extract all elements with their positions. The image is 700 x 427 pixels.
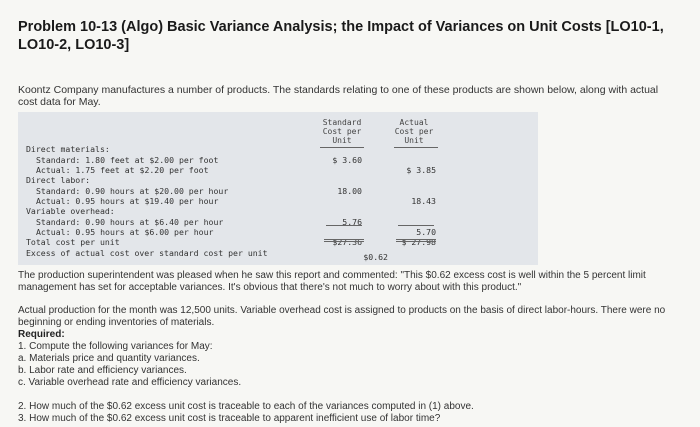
requirement-1: 1. Compute the following variances for M… (18, 341, 213, 352)
table-row-label: Actual: 1.75 feet at $2.20 per foot (36, 165, 209, 175)
standard-subtotal-line (326, 225, 362, 226)
standard-total-double-line (324, 239, 364, 240)
requirement-1b: b. Labor rate and efficiency variances. (18, 365, 187, 376)
standard-column-header: Standard Cost per Unit (322, 118, 362, 145)
standard-total-double-line-2 (324, 241, 364, 242)
table-row-label: Total cost per unit (26, 237, 120, 247)
actual-cost-value: 5.70 (416, 227, 436, 237)
standard-cost-table: Standard Cost per Unit Actual Cost per U… (18, 112, 538, 265)
required-heading: Required: (18, 329, 65, 340)
actual-cost-value: $ 3.85 (406, 165, 436, 175)
problem-title: Problem 10-13 (Algo) Basic Variance Anal… (18, 19, 664, 53)
superintendent-comment: The production superintendent was please… (18, 270, 646, 293)
actual-subtotal-line (398, 225, 434, 226)
actual-cost-value: $ 27.98 (401, 237, 436, 247)
table-row-label: Standard: 0.90 hours at $6.40 per hour (36, 217, 224, 227)
standard-cost-value: 5.76 (342, 217, 362, 227)
actual-cost-value: 18.43 (411, 196, 436, 206)
requirement-3: 3. How much of the $0.62 excess unit cos… (18, 413, 441, 424)
table-row-label: Direct labor: (26, 175, 91, 185)
actual-total-double-line (396, 239, 436, 240)
table-row-label: Actual: 0.95 hours at $6.00 per hour (36, 227, 214, 237)
table-row-label: Direct materials: (26, 144, 110, 154)
requirement-1c: c. Variable overhead rate and efficiency… (18, 377, 242, 388)
intro-text: Koontz Company manufactures a number of … (18, 84, 659, 108)
standard-header-underline (320, 147, 364, 148)
actual-header-underline (394, 147, 438, 148)
production-info: Actual production for the month was 12,5… (18, 305, 666, 328)
standard-cost-value: $ 3.60 (332, 155, 362, 165)
table-row-label: Actual: 0.95 hours at $19.40 per hour (36, 196, 219, 206)
table-row-label: Standard: 1.80 feet at $2.00 per foot (36, 155, 219, 165)
actual-column-header: Actual Cost per Unit (394, 118, 434, 145)
standard-cost-value: 18.00 (337, 186, 362, 196)
requirement-2: 2. How much of the $0.62 excess unit cos… (18, 401, 474, 412)
requirement-1a: a. Materials price and quantity variance… (18, 353, 200, 364)
table-row-label: Standard: 0.90 hours at $20.00 per hour (36, 186, 229, 196)
table-row-label: Variable overhead: (26, 206, 115, 216)
excess-cost-value: $0.62 (363, 252, 388, 262)
standard-cost-value: $27.36 (332, 237, 362, 247)
table-row-label: Excess of actual cost over standard cost… (26, 248, 268, 258)
actual-total-double-line-2 (396, 241, 436, 242)
